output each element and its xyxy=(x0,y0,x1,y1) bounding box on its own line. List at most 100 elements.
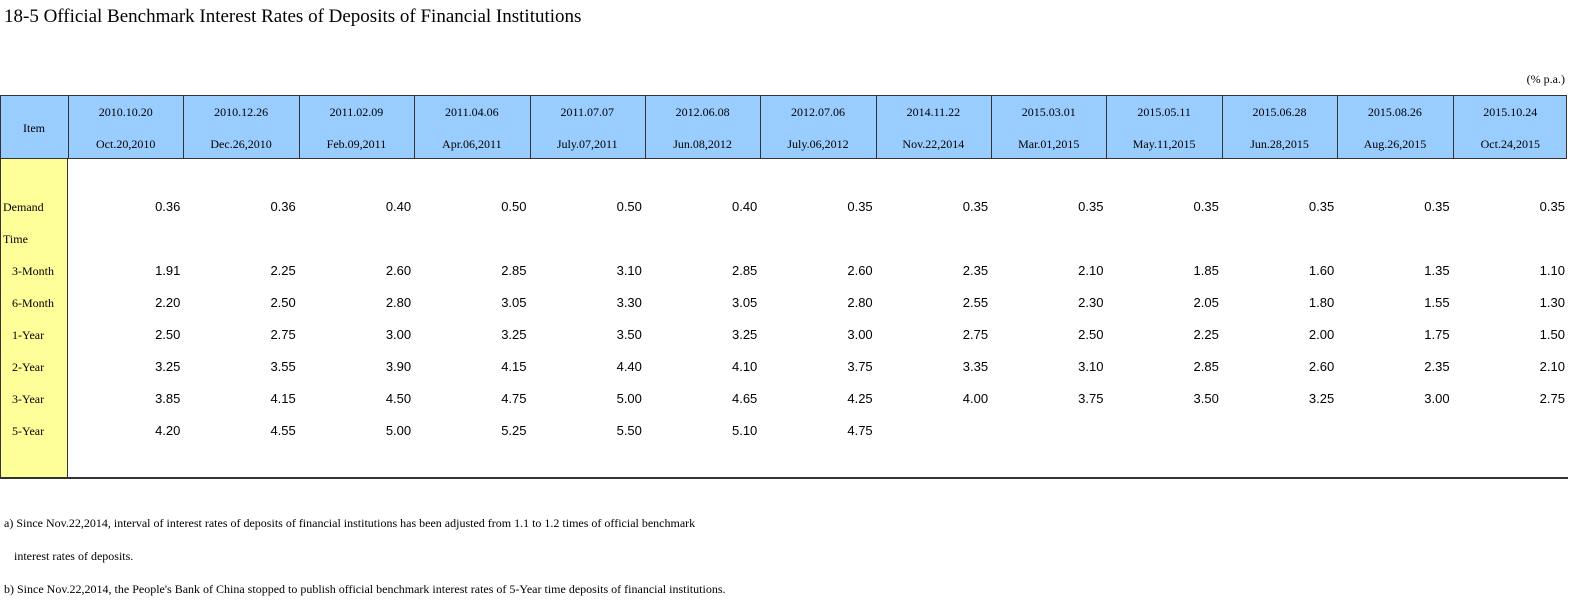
cell-value: 0.35 xyxy=(1193,199,1219,214)
cell-value: 2.10 xyxy=(1078,263,1104,278)
column-separator xyxy=(529,95,531,159)
cell-value: 2.50 xyxy=(270,295,296,310)
cell-value: 3.55 xyxy=(270,359,296,374)
cell-value: 2.25 xyxy=(1193,327,1219,342)
row-label: 3-Year xyxy=(12,392,45,406)
column-label: Jun.28,2015 xyxy=(1250,137,1309,151)
cell-value: 2.50 xyxy=(1078,327,1104,342)
column-date: 2015.05.11 xyxy=(1137,105,1191,119)
title: 18-5 Official Benchmark Interest Rates o… xyxy=(4,6,582,27)
cell-value: 4.00 xyxy=(962,391,989,406)
cell-value: 0.36 xyxy=(155,199,181,214)
column-date: 2011.07.07 xyxy=(560,105,614,119)
cell-value: 2.60 xyxy=(1308,359,1335,374)
cell-value: 3.35 xyxy=(962,359,989,374)
cell-value: 0.40 xyxy=(731,199,758,214)
cell-value: 0.35 xyxy=(1078,199,1104,214)
cell-value: 1.85 xyxy=(1193,263,1219,278)
cell-value: 3.05 xyxy=(501,295,527,310)
item-column xyxy=(0,159,68,478)
cell-value: 1.10 xyxy=(1539,263,1565,278)
cell-value: 4.75 xyxy=(501,391,527,406)
column-label: May.11,2015 xyxy=(1132,137,1196,151)
cell-value: 1.55 xyxy=(1424,295,1450,310)
column-date: 2014.11.22 xyxy=(906,105,961,119)
cell-value: 4.15 xyxy=(270,391,296,406)
cell-value: 0.35 xyxy=(1424,199,1450,214)
column-separator xyxy=(298,95,300,159)
cell-value: 3.10 xyxy=(1078,359,1104,374)
cell-value: 2.50 xyxy=(155,327,181,342)
cell-value: 2.75 xyxy=(962,327,989,342)
row-label: Time xyxy=(3,232,28,246)
cell-value: 1.50 xyxy=(1539,327,1565,342)
row-label: 1-Year xyxy=(12,328,45,342)
cell-value: 1.75 xyxy=(1424,327,1450,342)
cell-value: 3.85 xyxy=(155,391,181,406)
row-label: 2-Year xyxy=(12,360,45,374)
row-label: 3-Month xyxy=(12,264,54,278)
cell-value: 3.10 xyxy=(616,263,642,278)
column-date: 2010.12.26 xyxy=(214,105,269,119)
column-separator xyxy=(760,95,762,159)
table-header xyxy=(0,95,1567,159)
cell-value: 4.75 xyxy=(847,423,873,438)
cell-value: 3.75 xyxy=(1078,391,1104,406)
cell-value: 1.35 xyxy=(1424,263,1450,278)
column-label: Feb.09,2011 xyxy=(326,137,387,151)
cell-value: 4.40 xyxy=(616,359,642,374)
column-label: Nov.22,2014 xyxy=(902,137,965,151)
cell-value: 2.75 xyxy=(270,327,296,342)
cell-value: 2.85 xyxy=(731,263,758,278)
cell-value: 4.15 xyxy=(501,359,527,374)
cell-value: 2.10 xyxy=(1539,359,1565,374)
cell-value: 3.90 xyxy=(385,359,412,374)
column-date: 2015.03.01 xyxy=(1021,105,1076,119)
row-label: Demand xyxy=(3,200,44,214)
column-date: 2015.10.24 xyxy=(1483,105,1538,119)
cell-value: 2.05 xyxy=(1193,295,1219,310)
cell-value: 2.35 xyxy=(962,263,989,278)
cell-value: 5.25 xyxy=(501,423,527,438)
column-date: 2010.10.20 xyxy=(98,105,153,119)
cell-value: 0.50 xyxy=(501,199,527,214)
cell-value: 5.00 xyxy=(616,391,642,406)
cell-value: 2.85 xyxy=(501,263,527,278)
column-label: Mar.01,2015 xyxy=(1018,137,1080,151)
cell-value: 3.05 xyxy=(731,295,758,310)
column-date: 2015.08.26 xyxy=(1367,105,1422,119)
column-date: 2015.06.28 xyxy=(1252,105,1307,119)
column-separator xyxy=(1221,95,1223,159)
cell-value: 2.25 xyxy=(270,263,296,278)
cell-value: 3.50 xyxy=(616,327,642,342)
cell-value: 2.60 xyxy=(385,263,412,278)
cell-value: 5.10 xyxy=(731,423,758,438)
cell-value: 3.25 xyxy=(501,327,527,342)
cell-value: 0.35 xyxy=(1539,199,1565,214)
cell-value: 4.20 xyxy=(155,423,181,438)
column-label: Apr.06,2011 xyxy=(442,137,502,151)
column-label: Aug.26,2015 xyxy=(1363,137,1427,151)
column-separator xyxy=(414,95,416,159)
cell-value: 1.30 xyxy=(1539,295,1565,310)
column-label: Jun.08,2012 xyxy=(673,137,732,151)
cell-value: 2.75 xyxy=(1539,391,1565,406)
cell-value: 0.50 xyxy=(616,199,642,214)
cell-value: 2.85 xyxy=(1193,359,1219,374)
cell-value: 0.35 xyxy=(847,199,873,214)
cell-value: 3.00 xyxy=(1424,391,1450,406)
column-label: Oct.24,2015 xyxy=(1480,137,1540,151)
cell-value: 3.00 xyxy=(385,327,412,342)
column-date: 2012.06.08 xyxy=(675,105,730,119)
column-label: July.07,2011 xyxy=(556,137,618,151)
cell-value: 3.00 xyxy=(847,327,873,342)
cell-value: 0.35 xyxy=(962,199,989,214)
column-separator xyxy=(991,95,993,159)
column-label: Dec.26,2010 xyxy=(210,137,272,151)
column-separator xyxy=(1452,95,1454,159)
cell-value: 1.60 xyxy=(1308,263,1335,278)
cell-value: 2.80 xyxy=(847,295,873,310)
item-header: Item xyxy=(23,121,45,135)
cell-value: 4.55 xyxy=(270,423,296,438)
